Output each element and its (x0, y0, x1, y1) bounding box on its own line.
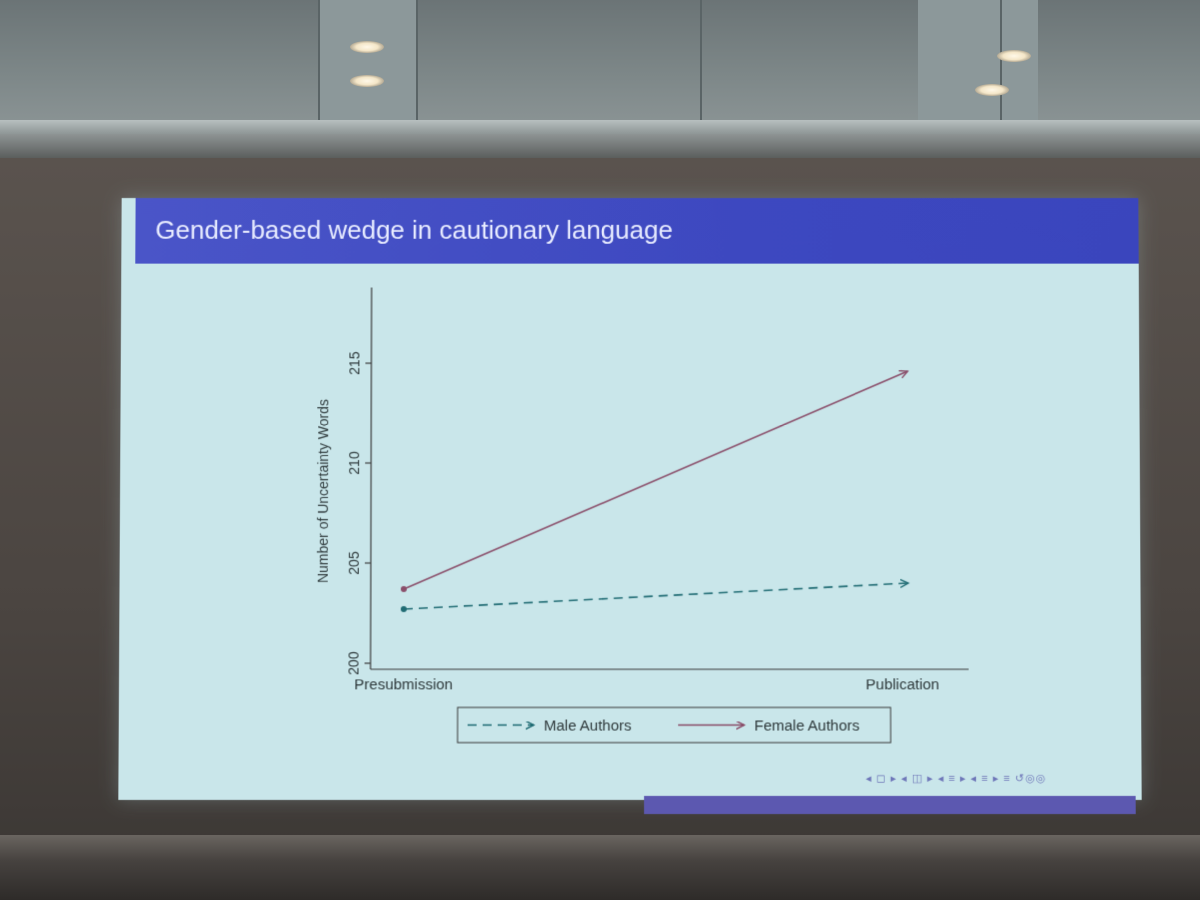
ceiling (0, 0, 1200, 165)
ceiling-lamp (975, 84, 1009, 96)
ceiling-edge (0, 134, 1200, 158)
data-point-male-presubmission (401, 606, 407, 612)
y-tick-label: 200 (345, 651, 361, 675)
slide-footer-bar (644, 796, 1136, 814)
y-tick-label: 205 (346, 551, 362, 575)
legend-item-female-authors-label: Female Authors (754, 717, 859, 734)
legend-item-male-authors-label: Male Authors (544, 717, 632, 734)
slide-navigation-controls[interactable]: ◂ ◻ ▸ ◂ ◫ ▸ ◂ ≡ ▸ ◂ ≡ ▸ ≡ ↺◎◎ (866, 772, 1047, 785)
ceiling-panel (918, 0, 1038, 128)
line-chart: 200 205 210 215 Number of Uncertainty Words… (118, 198, 1141, 800)
data-point-female-presubmission (401, 586, 407, 592)
y-tick-label: 215 (346, 351, 362, 375)
ceiling-beam (0, 120, 1200, 134)
y-axis-label: Number of Uncertainty Words (315, 399, 332, 583)
ceiling-lamp (997, 50, 1031, 62)
series-line-male-authors (404, 583, 909, 609)
ceiling-lamp (350, 41, 384, 53)
ceiling-seam (700, 0, 702, 128)
ceiling-seam (1000, 0, 1002, 128)
y-tick-label: 210 (346, 451, 362, 475)
ceiling-lamp (350, 75, 384, 87)
x-tick-label: Presubmission (354, 676, 453, 693)
series-line-female-authors (404, 371, 909, 589)
ceiling-seam (318, 0, 320, 128)
ceiling-seam (416, 0, 418, 128)
floor-band (0, 835, 1200, 900)
y-axis-line (371, 288, 372, 670)
x-tick-label: Publication (866, 676, 940, 693)
ceiling-panel (318, 0, 416, 128)
projected-slide: Gender-based wedge in cautionary languag… (118, 198, 1141, 800)
